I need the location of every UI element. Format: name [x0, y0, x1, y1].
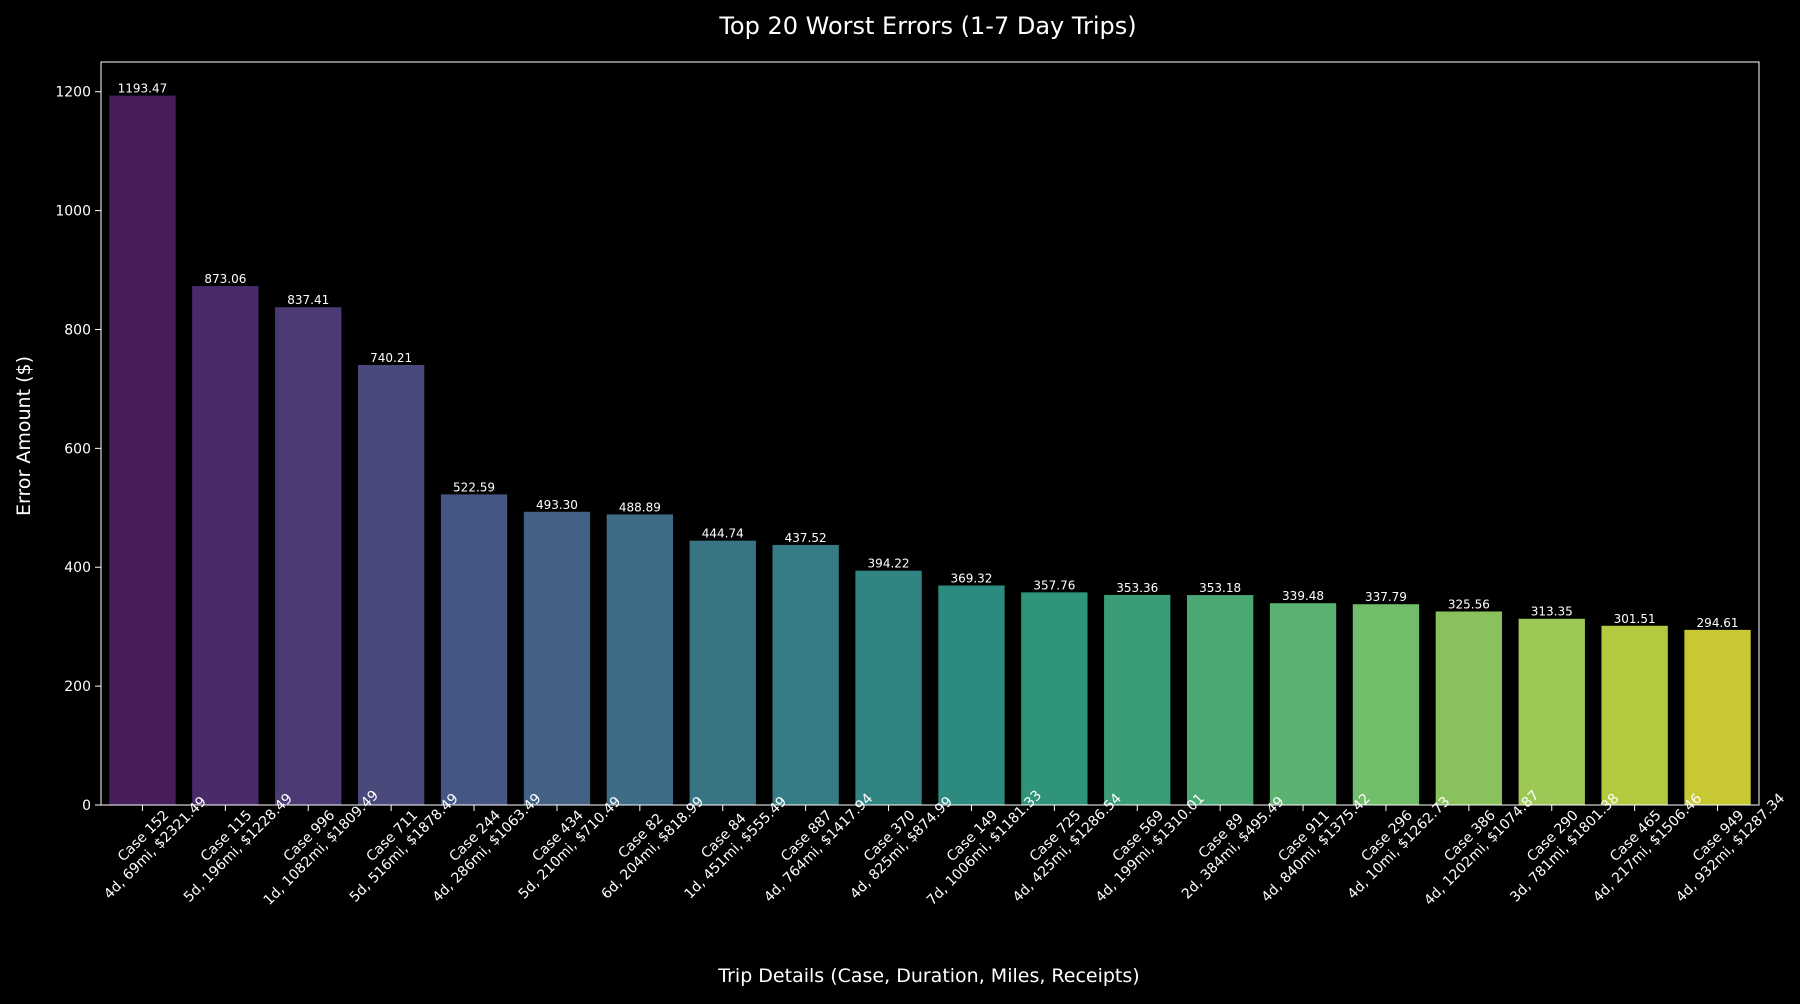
bar — [192, 286, 259, 805]
bar — [109, 95, 176, 806]
bar-value-label: 313.35 — [1531, 605, 1573, 619]
bar — [275, 307, 342, 805]
bar-value-label: 493.30 — [536, 498, 578, 512]
bar-value-label: 394.22 — [868, 557, 910, 571]
bar — [1021, 592, 1088, 805]
bar — [523, 511, 591, 805]
bar-value-label: 740.21 — [370, 351, 412, 365]
bar-value-label: 873.06 — [204, 272, 246, 286]
bar — [1435, 611, 1503, 805]
y-tick-label: 400 — [64, 560, 91, 576]
bar-value-label: 437.52 — [785, 531, 827, 545]
bar-value-label: 337.79 — [1365, 590, 1407, 604]
plot-area: 1193.47 873.06 837.41 740.21 522.59 493.30 488… — [55, 61, 1788, 909]
bar — [1684, 629, 1751, 805]
y-tick-label: 800 — [64, 322, 91, 338]
bar-value-label: 294.61 — [1697, 616, 1739, 630]
y-tick-label: 600 — [64, 441, 91, 457]
bar — [1518, 618, 1585, 805]
bar — [1352, 604, 1420, 805]
bar — [1104, 594, 1171, 805]
y-tick-label: 0 — [82, 798, 91, 814]
bar-value-label: 522.59 — [453, 480, 495, 494]
chart-title: Top 20 Worst Errors (1-7 Day Trips) — [718, 12, 1136, 40]
bar — [1186, 595, 1254, 805]
bar-value-label: 444.74 — [702, 527, 744, 541]
bar — [855, 570, 922, 805]
bar — [689, 540, 756, 805]
bar-value-label: 325.56 — [1448, 597, 1490, 611]
y-tick-label: 200 — [64, 679, 91, 695]
y-axis-title: Error Amount ($) — [13, 356, 35, 516]
bar-value-label: 353.18 — [1199, 581, 1241, 595]
bar-value-label: 837.41 — [287, 293, 329, 307]
bar-value-label: 357.76 — [1033, 578, 1075, 592]
plot-frame — [100, 61, 1760, 806]
y-tick-label: 1200 — [55, 85, 91, 101]
y-tick-label: 1000 — [55, 204, 91, 220]
bar — [606, 514, 674, 805]
bar — [772, 544, 839, 805]
bar-value-label: 369.32 — [950, 571, 992, 585]
bar-value-label: 301.51 — [1614, 612, 1656, 626]
bar-value-label: 339.48 — [1282, 589, 1324, 603]
bar — [440, 494, 508, 805]
bar — [1269, 603, 1337, 805]
bar — [1601, 625, 1668, 805]
x-axis-title: Trip Details (Case, Duration, Miles, Rec… — [717, 965, 1139, 987]
bar — [938, 585, 1005, 805]
bar — [357, 365, 425, 805]
bar-value-label: 488.89 — [619, 500, 661, 514]
bar-value-label: 1193.47 — [118, 82, 168, 96]
bar-value-label: 353.36 — [1116, 581, 1158, 595]
